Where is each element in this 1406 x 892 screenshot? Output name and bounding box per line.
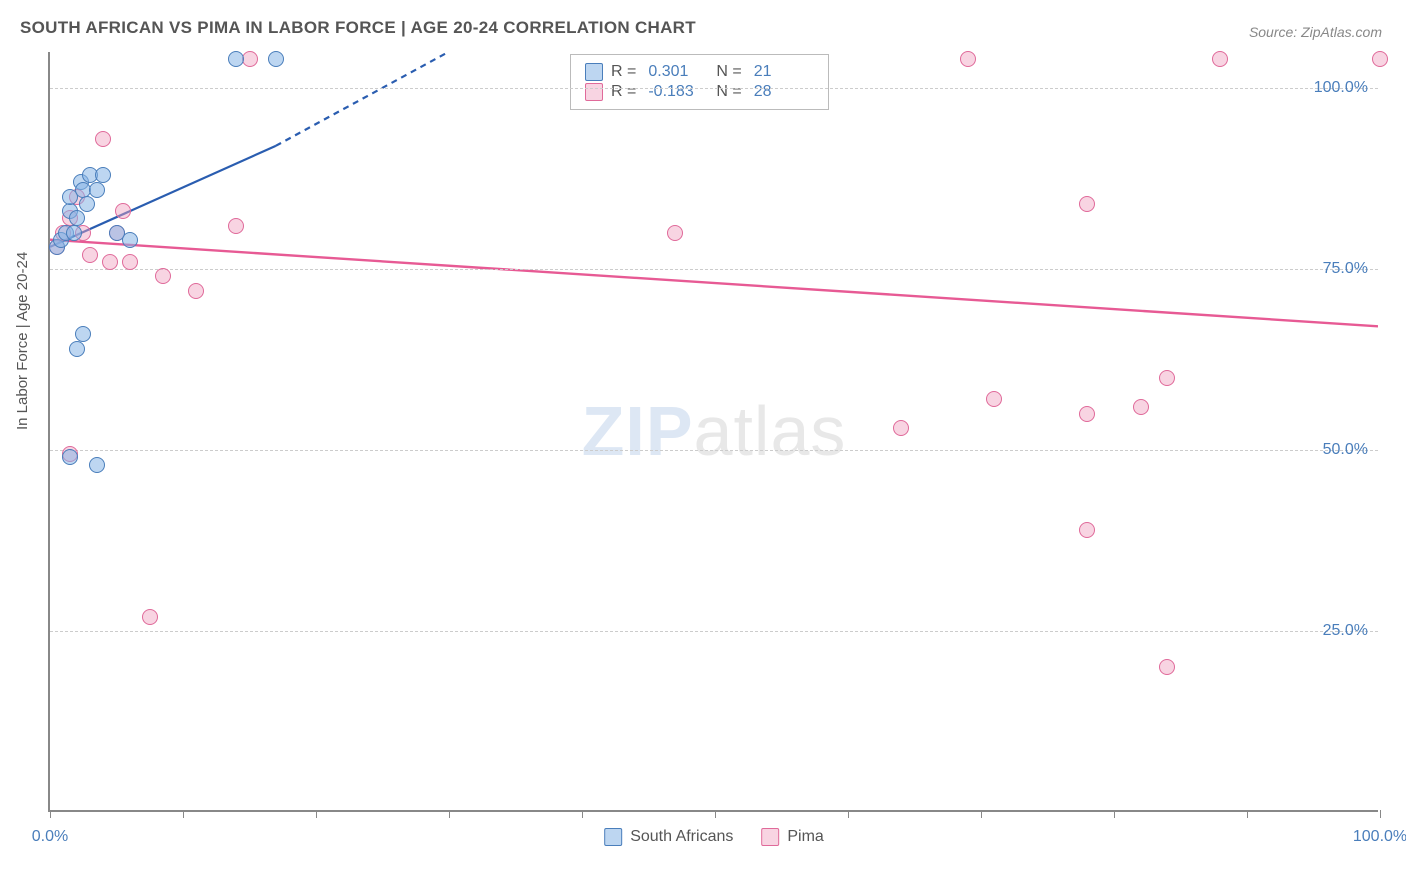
x-tick: [183, 810, 184, 818]
scatter-point: [1212, 51, 1228, 67]
chart-title: SOUTH AFRICAN VS PIMA IN LABOR FORCE | A…: [20, 18, 696, 38]
x-tick: [1114, 810, 1115, 818]
scatter-point: [1372, 51, 1388, 67]
legend-row-pi: R = -0.183 N = 28: [585, 83, 814, 101]
x-tick: [50, 810, 51, 818]
gridline: [50, 88, 1378, 89]
scatter-point: [102, 254, 118, 270]
legend-label-sa: South Africans: [630, 828, 733, 846]
scatter-point: [115, 203, 131, 219]
x-tick: [316, 810, 317, 818]
correlation-legend: R = 0.301 N = 21 R = -0.183 N = 28: [570, 54, 829, 110]
gridline: [50, 269, 1378, 270]
legend-swatch-pi-icon: [761, 828, 779, 846]
legend-item-pi: Pima: [761, 828, 823, 846]
x-tick: [1380, 810, 1381, 818]
r-label-sa: R =: [611, 63, 636, 81]
scatter-point: [1159, 659, 1175, 675]
scatter-point: [893, 420, 909, 436]
x-tick-label: 0.0%: [32, 828, 68, 846]
n-label-sa: N =: [716, 63, 741, 81]
scatter-point: [228, 51, 244, 67]
n-value-sa: 21: [754, 63, 814, 81]
scatter-point: [122, 254, 138, 270]
scatter-point: [89, 182, 105, 198]
x-tick: [1247, 810, 1248, 818]
scatter-point: [75, 326, 91, 342]
swatch-sa-icon: [585, 63, 603, 81]
watermark: ZIPatlas: [582, 391, 847, 471]
plot-area: ZIPatlas R = 0.301 N = 21 R = -0.183 N =…: [48, 52, 1378, 812]
scatter-point: [1133, 399, 1149, 415]
scatter-point: [188, 283, 204, 299]
scatter-point: [95, 167, 111, 183]
scatter-point: [66, 225, 82, 241]
x-tick: [582, 810, 583, 818]
x-tick: [848, 810, 849, 818]
n-label-pi: N =: [716, 83, 741, 101]
watermark-zip: ZIP: [582, 392, 694, 470]
scatter-point: [228, 218, 244, 234]
scatter-point: [95, 131, 111, 147]
r-value-sa: 0.301: [648, 63, 708, 81]
r-label-pi: R =: [611, 83, 636, 101]
chart-container: SOUTH AFRICAN VS PIMA IN LABOR FORCE | A…: [0, 0, 1406, 892]
y-tick-label: 25.0%: [1323, 622, 1368, 640]
scatter-point: [69, 210, 85, 226]
x-tick: [981, 810, 982, 818]
scatter-point: [142, 609, 158, 625]
legend-label-pi: Pima: [787, 828, 823, 846]
scatter-point: [667, 225, 683, 241]
gridline: [50, 631, 1378, 632]
scatter-point: [1079, 522, 1095, 538]
x-tick-label: 100.0%: [1353, 828, 1406, 846]
y-tick-label: 75.0%: [1323, 260, 1368, 278]
scatter-point: [62, 449, 78, 465]
source-attribution: Source: ZipAtlas.com: [1249, 24, 1382, 40]
scatter-point: [986, 391, 1002, 407]
scatter-point: [1079, 196, 1095, 212]
x-tick: [715, 810, 716, 818]
gridline: [50, 450, 1378, 451]
scatter-point: [1159, 370, 1175, 386]
trend-line: [276, 52, 449, 146]
series-legend: South Africans Pima: [604, 828, 824, 846]
scatter-point: [155, 268, 171, 284]
trend-lines-svg: [50, 52, 1378, 810]
scatter-point: [82, 247, 98, 263]
y-tick-label: 100.0%: [1314, 79, 1368, 97]
legend-item-sa: South Africans: [604, 828, 733, 846]
y-axis-label: In Labor Force | Age 20-24: [14, 252, 31, 430]
legend-row-sa: R = 0.301 N = 21: [585, 63, 814, 81]
scatter-point: [69, 341, 85, 357]
trend-line: [50, 240, 1378, 327]
scatter-point: [79, 196, 95, 212]
scatter-point: [960, 51, 976, 67]
scatter-point: [122, 232, 138, 248]
scatter-point: [89, 457, 105, 473]
x-tick: [449, 810, 450, 818]
watermark-atlas: atlas: [694, 392, 847, 470]
r-value-pi: -0.183: [648, 83, 708, 101]
n-value-pi: 28: [754, 83, 814, 101]
scatter-point: [1079, 406, 1095, 422]
legend-swatch-sa-icon: [604, 828, 622, 846]
swatch-pi-icon: [585, 83, 603, 101]
scatter-point: [268, 51, 284, 67]
y-tick-label: 50.0%: [1323, 441, 1368, 459]
